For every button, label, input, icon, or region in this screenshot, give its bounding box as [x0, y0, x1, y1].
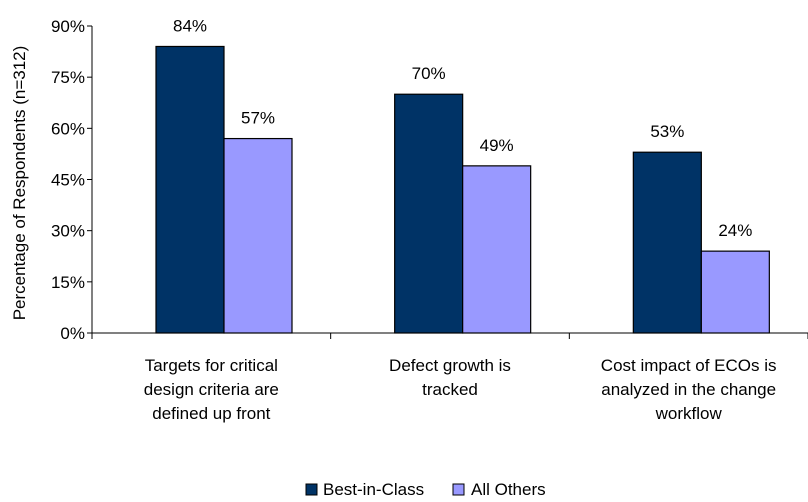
bar-best-in-class: [632, 151, 702, 334]
bar-best-in-class: [155, 45, 225, 334]
bar-all-others: [700, 250, 770, 334]
y-tick-label: 60%: [51, 119, 85, 138]
x-category-label-line: Defect growth is: [389, 356, 511, 375]
y-tick-label: 45%: [51, 171, 85, 190]
x-category-label: Targets for critical design criteria are d…: [144, 356, 279, 423]
x-category-label-line: defined up front: [152, 404, 270, 423]
y-tick-label: 15%: [51, 273, 85, 292]
legend-label-best-in-class: Best-in-Class: [323, 480, 424, 499]
x-category-label: Cost impact of ECOs is analyzed in the ch…: [601, 356, 777, 423]
bar-best-in-class: [394, 93, 464, 334]
bar-all-others: [223, 137, 293, 334]
bar-all-others: [462, 165, 532, 334]
data-label: 49%: [480, 136, 514, 155]
y-tick-label: 90%: [51, 17, 85, 36]
legend-label-all-others: All Others: [471, 480, 546, 499]
data-label: 70%: [412, 64, 446, 83]
x-category-label-line: Cost impact of ECOs is: [601, 356, 777, 375]
legend: Best-in-Class All Others: [305, 480, 546, 499]
x-category-label-line: tracked: [422, 380, 478, 399]
data-label: 53%: [650, 122, 684, 141]
x-category-label-line: Targets for critical: [145, 356, 278, 375]
legend-swatch-best-in-class: [305, 483, 318, 496]
x-category-label-line: workflow: [655, 404, 723, 423]
y-tick-label: 0%: [60, 324, 85, 343]
x-category-label: Defect growth is tracked: [389, 356, 511, 399]
legend-swatch-all-others: [452, 483, 465, 496]
y-axis-title: Percentage of Respondents (n=312): [10, 46, 29, 321]
data-label: 57%: [241, 109, 275, 128]
y-tick-label: 30%: [51, 222, 85, 241]
data-label: 84%: [173, 16, 207, 35]
x-category-label-line: design criteria are: [144, 380, 279, 399]
data-label: 24%: [718, 221, 752, 240]
x-category-label-line: analyzed in the change: [601, 380, 776, 399]
y-tick-label: 75%: [51, 68, 85, 87]
